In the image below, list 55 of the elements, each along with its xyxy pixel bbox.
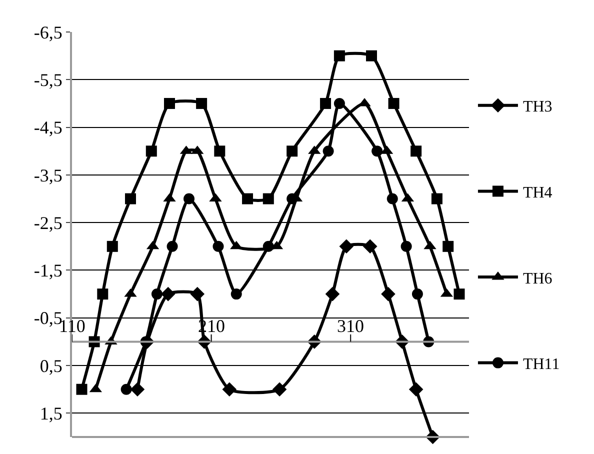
y-tick-label: -4,5	[34, 118, 62, 138]
point	[400, 240, 412, 252]
point	[334, 50, 345, 62]
point	[362, 239, 378, 254]
legend-label: TH4	[522, 184, 552, 202]
point	[120, 384, 132, 395]
point	[196, 98, 208, 109]
point	[381, 286, 396, 302]
point	[454, 288, 465, 300]
point	[322, 146, 334, 157]
point	[166, 240, 178, 252]
point	[262, 193, 274, 204]
point	[222, 382, 237, 396]
point	[212, 240, 224, 252]
legend-label: TH11	[522, 356, 560, 374]
point	[431, 193, 442, 204]
point	[106, 240, 118, 252]
point	[230, 288, 242, 300]
point	[410, 146, 422, 157]
legend-label: TH6	[522, 270, 552, 288]
point	[339, 239, 354, 254]
point	[151, 288, 162, 300]
point	[388, 98, 400, 109]
y-tick-label: -6,5	[34, 22, 62, 42]
point	[160, 286, 176, 302]
point	[214, 146, 226, 157]
y-tick-label: 1,5	[40, 403, 62, 424]
point	[125, 193, 136, 204]
point	[146, 146, 157, 157]
legend-label: TH3	[522, 98, 552, 116]
x-tick-label: 310	[337, 316, 364, 336]
point	[412, 288, 423, 300]
y-tick-label: -2,5	[34, 212, 62, 233]
point	[76, 384, 88, 395]
point	[366, 50, 377, 62]
point	[130, 382, 145, 396]
point	[97, 288, 108, 300]
point	[190, 286, 205, 302]
point	[334, 98, 345, 109]
y-tick-label: -5,5	[34, 70, 62, 90]
y-tick-label: -1,5	[34, 260, 62, 281]
point	[325, 286, 340, 302]
point	[386, 193, 398, 204]
y-tick-label: -3,5	[34, 165, 62, 186]
point	[320, 98, 332, 109]
point	[242, 193, 254, 204]
point	[286, 146, 298, 157]
point	[372, 146, 383, 157]
point	[442, 240, 454, 252]
point	[184, 193, 195, 204]
point	[408, 382, 424, 396]
point	[272, 382, 287, 396]
y-tick-label: -0,5	[34, 308, 62, 328]
point	[164, 98, 176, 109]
y-tick-label: 0,5	[40, 356, 62, 376]
